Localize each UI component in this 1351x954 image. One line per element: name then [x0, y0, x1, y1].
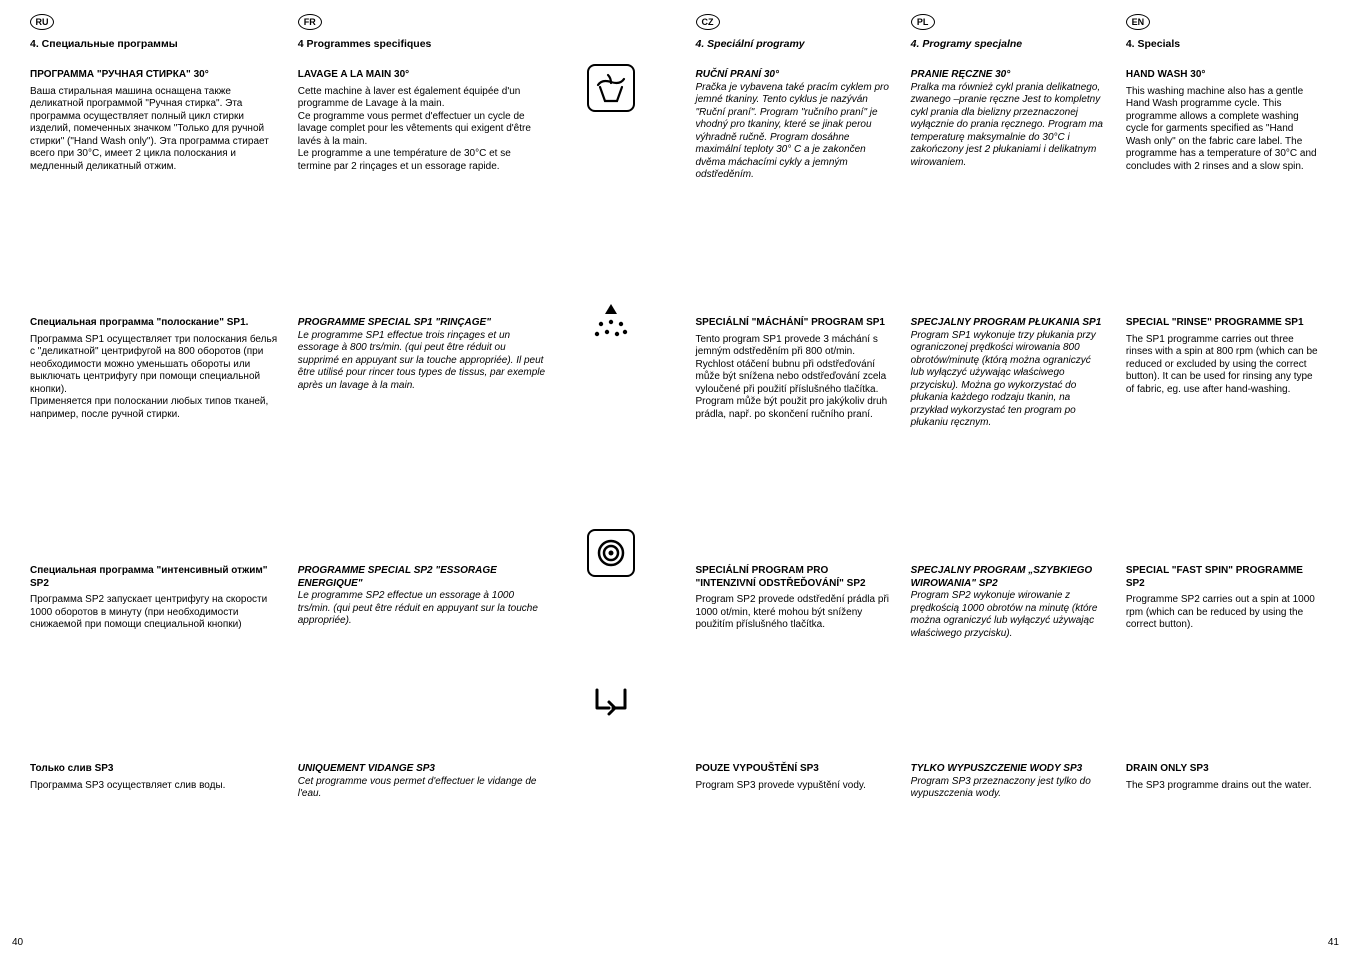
pl-sp2-title: SPECJALNY PROGRAM „SZYBKIEGO WIROWANIA" … [911, 565, 1106, 590]
column-cz: CZ 4. Speciální programy RUČNÍ PRANÍ 30°… [686, 14, 901, 940]
lang-badge-fr: FR [298, 14, 322, 30]
fr-sp1-body: Le programme SP1 effectue trois rinçages… [298, 330, 546, 393]
ru-heading: 4. Специальные программы [30, 38, 278, 51]
column-pl: PL 4. Programy specjalne PRANIE RĘCZNE 3… [901, 14, 1116, 940]
ru-sp3-title: Только слив SP3 [30, 763, 278, 776]
en-heading: 4. Specials [1126, 38, 1321, 51]
ru-sp3-body: Программа SP3 осуществляет слив воды. [30, 780, 278, 793]
cz-sp3-title: POUZE VYPOUŠTĚNÍ SP3 [696, 763, 891, 776]
lang-badge-pl: PL [911, 14, 935, 30]
spin-icon [587, 529, 635, 577]
fr-sp2-title: PROGRAMME SPECIAL SP2 "ESSORAGE ENERGIQU… [298, 565, 546, 590]
right-page: CZ 4. Speciální programy RUČNÍ PRANÍ 30°… [676, 0, 1351, 954]
page-number-left: 40 [12, 937, 23, 948]
cz-sp1-title: SPECIÁLNÍ "MÁCHÁNÍ" PROGRAM SP1 [696, 317, 891, 330]
pl-hw-title: PRANIE RĘCZNE 30° [911, 69, 1106, 82]
pl-hw-body: Pralka ma również cykl prania delikatneg… [911, 82, 1106, 170]
fr-heading: 4 Programmes specifiques [298, 38, 546, 51]
left-page: RU 4. Специальные программы ПРОГРАММА "Р… [0, 0, 676, 954]
pl-sp3-title: TYLKO WYPUSZCZENIE WODY SP3 [911, 763, 1106, 776]
en-sp3-title: DRAIN ONLY SP3 [1126, 763, 1321, 776]
cz-sp1-body: Tento program SP1 provede 3 máchání s je… [696, 334, 891, 422]
cz-sp3-body: Program SP3 provede vypuštění vody. [696, 780, 891, 793]
pl-sp3-body: Program SP3 przeznaczony jest tylko do w… [911, 776, 1106, 801]
cz-hw-body: Pračka je vybavena také pracím cyklem pr… [696, 82, 891, 182]
ru-sp2-body: Программа SP2 запускает центрифугу на ск… [30, 594, 278, 632]
ru-sp2-title: Специальная программа "интенсивный отжим… [30, 565, 278, 590]
column-ru: RU 4. Специальные программы ПРОГРАММА "Р… [20, 14, 288, 940]
ru-sp1-body: Программа SP1 осуществляет три полоскани… [30, 334, 278, 422]
cz-hw-title: RUČNÍ PRANÍ 30° [696, 69, 891, 82]
en-sp3-body: The SP3 programme drains out the water. [1126, 780, 1321, 793]
en-sp1-body: The SP1 programme carries out three rins… [1126, 334, 1321, 397]
fr-sp3-title: UNIQUEMENT VIDANGE SP3 [298, 763, 546, 776]
fr-sp2-body: Le programme SP2 effectue un essorage à … [298, 590, 546, 628]
rinse-icon [587, 302, 635, 349]
en-sp1-title: SPECIAL "RINSE" PROGRAMME SP1 [1126, 317, 1321, 330]
ru-hw-body: Ваша стиральная машина оснащена также де… [30, 86, 278, 174]
cz-heading: 4. Speciální programy [696, 38, 891, 51]
en-hw-body: This washing machine also has a gentle H… [1126, 86, 1321, 174]
cz-sp2-title: SPECIÁLNÍ PROGRAM PRO "INTENZIVNÍ ODSTŘE… [696, 565, 891, 590]
column-en: EN 4. Specials HAND WASH 30° This washin… [1116, 14, 1331, 940]
column-fr: FR 4 Programmes specifiques LAVAGE A LA … [288, 14, 556, 940]
cz-sp2-body: Program SP2 provede odstředění prádla př… [696, 594, 891, 632]
fr-hw-title: LAVAGE A LA MAIN 30° [298, 69, 546, 82]
hand-wash-icon [587, 64, 635, 112]
icon-column [556, 14, 666, 940]
ru-hw-title: ПРОГРАММА "РУЧНАЯ СТИРКА" 30° [30, 69, 278, 82]
pl-sp1-body: Program SP1 wykonuje trzy płukania przy … [911, 330, 1106, 430]
fr-hw-body: Cette machine à laver est également équi… [298, 86, 546, 174]
fr-sp1-title: PROGRAMME SPECIAL SP1 "RINÇAGE" [298, 317, 546, 330]
drain-icon [589, 682, 633, 734]
lang-badge-cz: CZ [696, 14, 720, 30]
lang-badge-ru: RU [30, 14, 54, 30]
pl-sp2-body: Program SP2 wykonuje wirowanie z prędkoś… [911, 590, 1106, 640]
fr-sp3-body: Cet programme vous permet d'effectuer le… [298, 776, 546, 801]
en-sp2-title: SPECIAL "FAST SPIN" PROGRAMME SP2 [1126, 565, 1321, 590]
en-sp2-body: Programme SP2 carries out a spin at 1000… [1126, 594, 1321, 632]
page-number-right: 41 [1328, 937, 1339, 948]
lang-badge-en: EN [1126, 14, 1150, 30]
pl-sp1-title: SPECJALNY PROGRAM PŁUKANIA SP1 [911, 317, 1106, 330]
en-hw-title: HAND WASH 30° [1126, 69, 1321, 82]
pl-heading: 4. Programy specjalne [911, 38, 1106, 51]
ru-sp1-title: Специальная программа "полоскание" SP1. [30, 317, 278, 330]
